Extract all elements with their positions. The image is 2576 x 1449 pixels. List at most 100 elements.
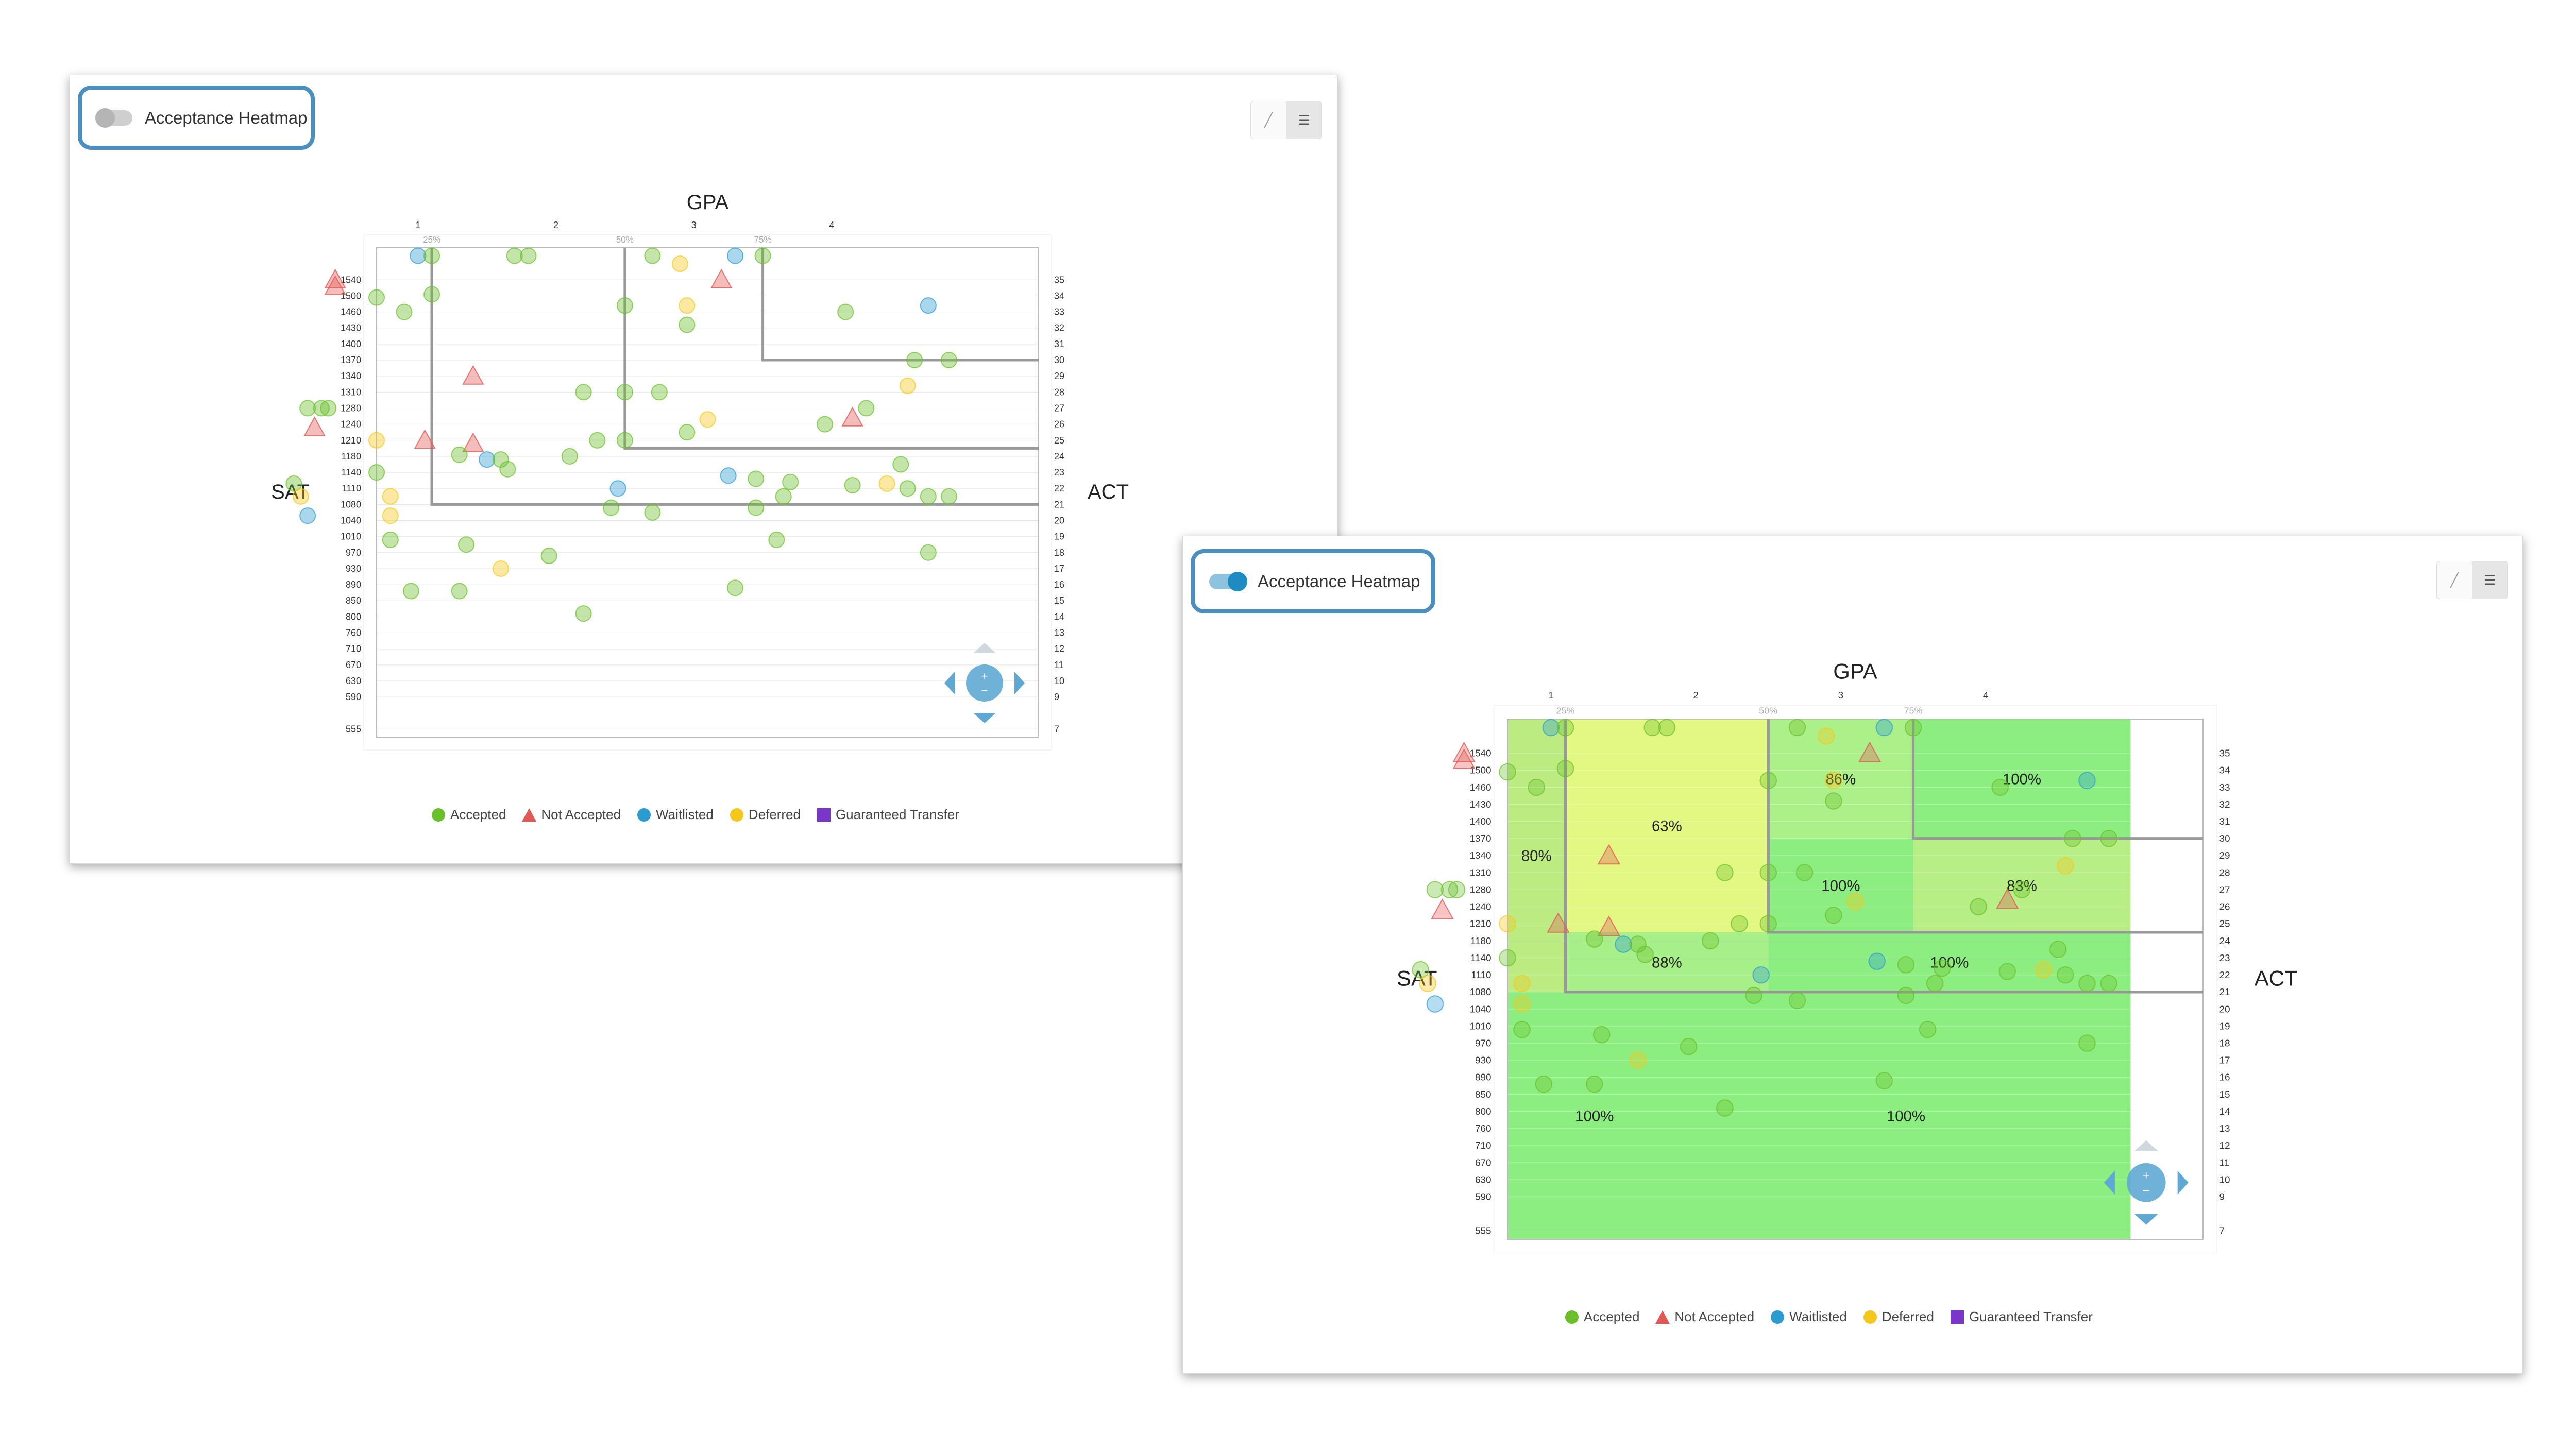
sat-tick-label: 1180 bbox=[1470, 936, 1492, 947]
data-point-accepted bbox=[1788, 719, 1806, 737]
heatmap-toggle[interactable]: Acceptance Heatmap bbox=[78, 86, 315, 150]
legend: Accepted Not Accepted Waitlisted Deferred Gu… bbox=[1564, 1309, 2108, 1325]
data-point-accepted bbox=[1919, 1020, 1937, 1038]
sat-tick-label: 970 bbox=[346, 548, 361, 558]
act-tick-label: 29 bbox=[2219, 850, 2230, 861]
legend-label: Accepted bbox=[1584, 1309, 1640, 1324]
data-point-accepted bbox=[1716, 864, 1734, 881]
act-tick-label: 33 bbox=[2219, 782, 2230, 793]
act-tick-label: 19 bbox=[1054, 532, 1064, 542]
percentile-label: 75% bbox=[1904, 706, 1923, 716]
data-point-not-accepted bbox=[1996, 888, 2019, 909]
pan-zoom-control[interactable]: +− bbox=[2104, 1140, 2189, 1225]
data-point-accepted bbox=[1970, 898, 1987, 916]
list-icon[interactable]: ☰ bbox=[2472, 561, 2507, 599]
legend-item[interactable]: Not Accepted bbox=[521, 807, 621, 823]
legend-item[interactable]: Deferred bbox=[729, 807, 801, 823]
data-point-not-accepted bbox=[324, 275, 346, 295]
sat-tick-label: 1500 bbox=[1469, 765, 1491, 776]
data-point-accepted bbox=[1991, 778, 2009, 796]
data-point-deferred bbox=[382, 488, 399, 505]
toggle-switch[interactable] bbox=[1209, 571, 1247, 591]
list-icon[interactable]: ☰ bbox=[1286, 101, 1321, 139]
legend-item[interactable]: Guaranteed Transfer bbox=[1950, 1309, 2093, 1325]
legend-item[interactable]: Guaranteed Transfer bbox=[816, 807, 959, 823]
sat-axis-title: SAT bbox=[271, 481, 310, 503]
data-point-not-accepted bbox=[462, 365, 484, 385]
data-point-accepted bbox=[368, 464, 385, 481]
data-point-deferred bbox=[368, 432, 385, 449]
legend-item[interactable]: Not Accepted bbox=[1655, 1309, 1754, 1325]
heat-region bbox=[1913, 719, 2131, 839]
heat-region-label: 83% bbox=[2007, 877, 2037, 894]
data-point-accepted bbox=[616, 432, 633, 449]
heat-region-label: 100% bbox=[1821, 877, 1860, 894]
heatmap-toggle[interactable]: Acceptance Heatmap bbox=[1191, 549, 1435, 613]
pan-up-icon bbox=[973, 643, 996, 653]
triangle-icon bbox=[522, 808, 537, 822]
chart-icon[interactable]: ╱ bbox=[1251, 101, 1286, 139]
data-point-waitlisted bbox=[1542, 719, 1560, 737]
data-point-accepted bbox=[748, 499, 765, 516]
data-point-accepted bbox=[402, 583, 419, 600]
circle-icon bbox=[432, 808, 445, 822]
pan-left-icon bbox=[2104, 1170, 2115, 1195]
percentile-line bbox=[623, 248, 1039, 450]
legend-item[interactable]: Accepted bbox=[1564, 1309, 1639, 1325]
sat-tick-label: 1280 bbox=[1469, 884, 1491, 895]
data-point-accepted bbox=[492, 451, 509, 468]
square-icon bbox=[1950, 1310, 1964, 1324]
circle-icon bbox=[1863, 1310, 1877, 1324]
data-point-not-accepted bbox=[1452, 741, 1476, 762]
data-point-accepted bbox=[1593, 1026, 1611, 1044]
data-point-accepted bbox=[920, 488, 937, 505]
sat-tick-label: 555 bbox=[1475, 1226, 1492, 1237]
sat-tick-label: 1400 bbox=[341, 339, 361, 349]
heat-region bbox=[1565, 932, 1769, 992]
act-tick-label: 19 bbox=[2219, 1021, 2230, 1032]
act-tick-label: 15 bbox=[2219, 1089, 2230, 1100]
legend-item[interactable]: Waitlisted bbox=[636, 807, 714, 823]
act-tick-label: 34 bbox=[2219, 765, 2230, 776]
data-point-not-accepted bbox=[414, 429, 436, 449]
pan-right-icon bbox=[2177, 1170, 2189, 1195]
heat-region bbox=[1681, 992, 2131, 1239]
chart-icon[interactable]: ╱ bbox=[2437, 561, 2472, 599]
data-point-waitlisted bbox=[1615, 935, 1632, 953]
triangle-icon bbox=[1655, 1310, 1670, 1324]
data-point-waitlisted bbox=[299, 507, 316, 524]
act-tick-label: 26 bbox=[2219, 902, 2230, 913]
sat-tick-label: 1080 bbox=[1469, 987, 1491, 998]
legend-item[interactable]: Deferred bbox=[1862, 1309, 1934, 1325]
data-point-accepted bbox=[1788, 992, 1806, 1010]
sat-tick-label: 1210 bbox=[341, 435, 361, 446]
gpa-axis-title: GPA bbox=[1833, 659, 1877, 683]
data-point-waitlisted bbox=[727, 247, 744, 264]
act-tick-label: 29 bbox=[1054, 371, 1064, 381]
data-point-accepted bbox=[754, 247, 771, 264]
act-tick-label: 35 bbox=[1054, 275, 1064, 285]
circle-icon bbox=[637, 808, 651, 822]
legend-item[interactable]: Waitlisted bbox=[1770, 1309, 1847, 1325]
pan-zoom-control[interactable]: +− bbox=[944, 643, 1025, 723]
data-point-accepted bbox=[1825, 907, 1842, 924]
sat-tick-label: 1040 bbox=[341, 516, 361, 526]
data-point-accepted bbox=[616, 297, 633, 314]
data-point-accepted bbox=[748, 470, 765, 487]
sat-tick-label: 1540 bbox=[341, 275, 361, 285]
toggle-switch[interactable] bbox=[95, 108, 132, 128]
data-point-accepted bbox=[817, 416, 834, 433]
act-tick-label: 10 bbox=[1054, 676, 1064, 686]
data-point-waitlisted bbox=[410, 247, 427, 264]
data-point-not-accepted bbox=[324, 268, 346, 288]
data-point-deferred bbox=[1825, 772, 1842, 789]
act-tick-label: 26 bbox=[1054, 419, 1064, 430]
heatmap-toggle-label: Acceptance Heatmap bbox=[145, 108, 308, 127]
act-tick-label: 31 bbox=[1054, 339, 1064, 349]
data-point-accepted bbox=[837, 303, 854, 320]
view-switcher: ╱ ☰ bbox=[2436, 561, 2508, 599]
percentile-label: 25% bbox=[1556, 706, 1575, 716]
data-point-accepted bbox=[1535, 1075, 1553, 1093]
legend-item[interactable]: Accepted bbox=[431, 807, 506, 823]
sat-tick-label: 760 bbox=[1475, 1123, 1492, 1134]
